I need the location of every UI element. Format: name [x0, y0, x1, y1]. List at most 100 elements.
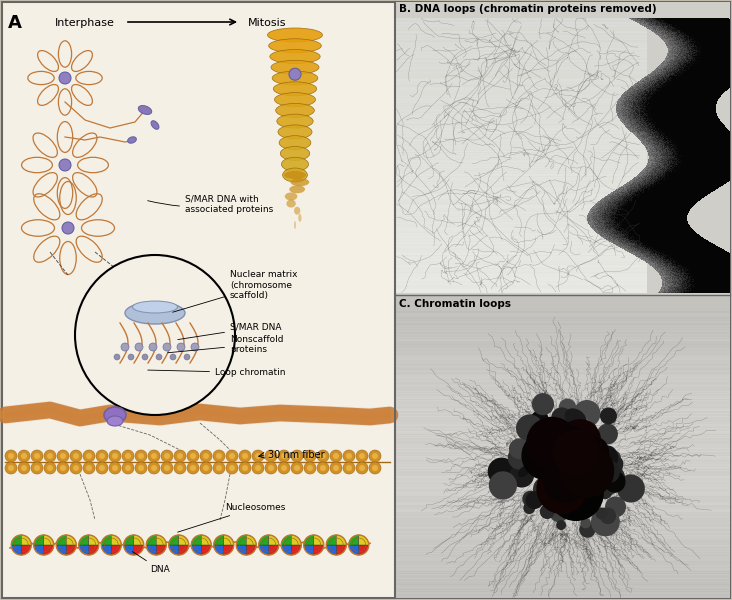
Bar [654, 190, 655, 191]
Bar [681, 275, 682, 276]
Bar [700, 69, 701, 70]
Bar [648, 98, 649, 99]
Bar [717, 282, 718, 283]
Bar [699, 181, 700, 182]
Bar [687, 225, 688, 226]
Bar [654, 219, 655, 220]
Bar [715, 31, 716, 32]
Bar [600, 233, 601, 234]
Bar [705, 102, 706, 103]
Bar [662, 24, 663, 25]
Bar [704, 250, 705, 251]
Bar [656, 221, 657, 222]
Bar [685, 177, 686, 178]
Bar [708, 81, 709, 82]
Bar [691, 165, 692, 166]
Bar [616, 196, 617, 197]
Bar [689, 284, 690, 285]
Bar [714, 268, 715, 269]
Bar [703, 138, 704, 139]
Bar [685, 182, 686, 183]
Bar [666, 121, 667, 122]
Bar [673, 283, 674, 284]
Bar [647, 166, 648, 167]
Bar [655, 214, 656, 215]
Bar [729, 284, 730, 285]
Bar [624, 220, 625, 221]
Bar [690, 242, 691, 243]
Bar [687, 265, 688, 266]
Bar [601, 230, 602, 231]
Bar [680, 48, 681, 49]
Bar [620, 229, 621, 230]
Bar [684, 21, 685, 22]
Bar [715, 263, 716, 264]
Bar [636, 191, 637, 192]
Bar [691, 190, 692, 191]
Bar [650, 182, 651, 183]
Bar [396, 157, 646, 158]
Ellipse shape [554, 467, 580, 490]
Bar [719, 35, 720, 36]
Bar [661, 83, 662, 84]
Bar [656, 202, 657, 203]
Bar [680, 55, 681, 56]
Bar [709, 178, 710, 179]
Bar [663, 192, 664, 193]
Bar [722, 80, 723, 81]
Bar [717, 64, 718, 65]
Bar [679, 41, 680, 42]
Bar [728, 151, 729, 152]
Bar [621, 202, 622, 203]
Bar [660, 30, 661, 31]
Bar [683, 248, 684, 249]
Bar [709, 182, 710, 183]
Bar [647, 173, 648, 174]
Bar [591, 217, 592, 218]
Bar [638, 130, 639, 131]
Bar [684, 237, 685, 238]
Bar [649, 87, 650, 88]
Bar [653, 202, 654, 203]
Bar [657, 83, 658, 84]
Bar [699, 43, 700, 44]
Bar [609, 199, 610, 200]
Bar [688, 187, 689, 188]
Bar [643, 25, 644, 26]
Bar [674, 274, 675, 275]
Bar [666, 197, 667, 198]
Bar [718, 278, 719, 279]
Bar [658, 243, 659, 244]
Bar [662, 259, 663, 260]
Bar [691, 269, 692, 270]
Bar [644, 180, 645, 181]
Bar [630, 130, 631, 131]
Bar [707, 251, 708, 252]
Bar [697, 171, 698, 172]
Bar [654, 262, 655, 263]
Bar [676, 118, 677, 119]
Bar [646, 199, 647, 200]
Bar [661, 22, 662, 23]
Bar [726, 84, 727, 85]
Bar [650, 73, 651, 74]
Bar [656, 219, 657, 220]
Bar [679, 172, 680, 173]
Bar [663, 211, 664, 212]
Bar [673, 194, 674, 195]
Bar [703, 74, 704, 75]
Circle shape [190, 465, 196, 471]
Bar [630, 244, 631, 245]
Bar [673, 152, 674, 153]
Bar [724, 168, 725, 169]
Bar [706, 90, 707, 91]
Bar [722, 161, 723, 162]
Bar [635, 113, 636, 114]
Bar [396, 579, 730, 580]
Bar [686, 284, 687, 285]
Bar [647, 232, 648, 233]
Bar [706, 255, 707, 256]
Bar [672, 216, 673, 217]
Bar [711, 185, 712, 186]
Bar [716, 65, 717, 66]
